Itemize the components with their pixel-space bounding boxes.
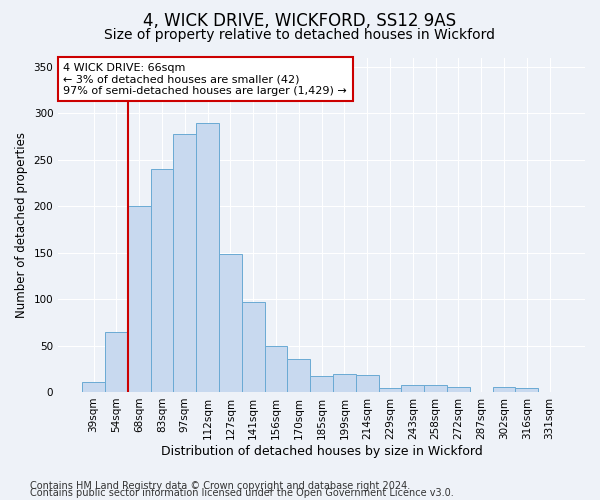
- Text: 4 WICK DRIVE: 66sqm
← 3% of detached houses are smaller (42)
97% of semi-detache: 4 WICK DRIVE: 66sqm ← 3% of detached hou…: [64, 62, 347, 96]
- Bar: [151, 169, 173, 392]
- Bar: [128, 206, 151, 392]
- Bar: [333, 374, 356, 392]
- Text: 4, WICK DRIVE, WICKFORD, SS12 9AS: 4, WICK DRIVE, WICKFORD, SS12 9AS: [143, 12, 457, 30]
- Bar: [219, 254, 242, 392]
- X-axis label: Distribution of detached houses by size in Wickford: Distribution of detached houses by size …: [161, 444, 482, 458]
- Bar: [493, 388, 515, 392]
- Text: Size of property relative to detached houses in Wickford: Size of property relative to detached ho…: [104, 28, 496, 42]
- Bar: [105, 332, 128, 392]
- Bar: [515, 388, 538, 392]
- Bar: [424, 386, 447, 392]
- Text: Contains HM Land Registry data © Crown copyright and database right 2024.: Contains HM Land Registry data © Crown c…: [30, 481, 410, 491]
- Bar: [265, 346, 287, 392]
- Bar: [287, 358, 310, 392]
- Bar: [401, 384, 424, 392]
- Bar: [356, 375, 379, 392]
- Bar: [447, 388, 470, 392]
- Y-axis label: Number of detached properties: Number of detached properties: [15, 132, 28, 318]
- Bar: [242, 302, 265, 392]
- Bar: [379, 388, 401, 392]
- Bar: [310, 376, 333, 392]
- Bar: [173, 134, 196, 392]
- Text: Contains public sector information licensed under the Open Government Licence v3: Contains public sector information licen…: [30, 488, 454, 498]
- Bar: [82, 382, 105, 392]
- Bar: [196, 122, 219, 392]
